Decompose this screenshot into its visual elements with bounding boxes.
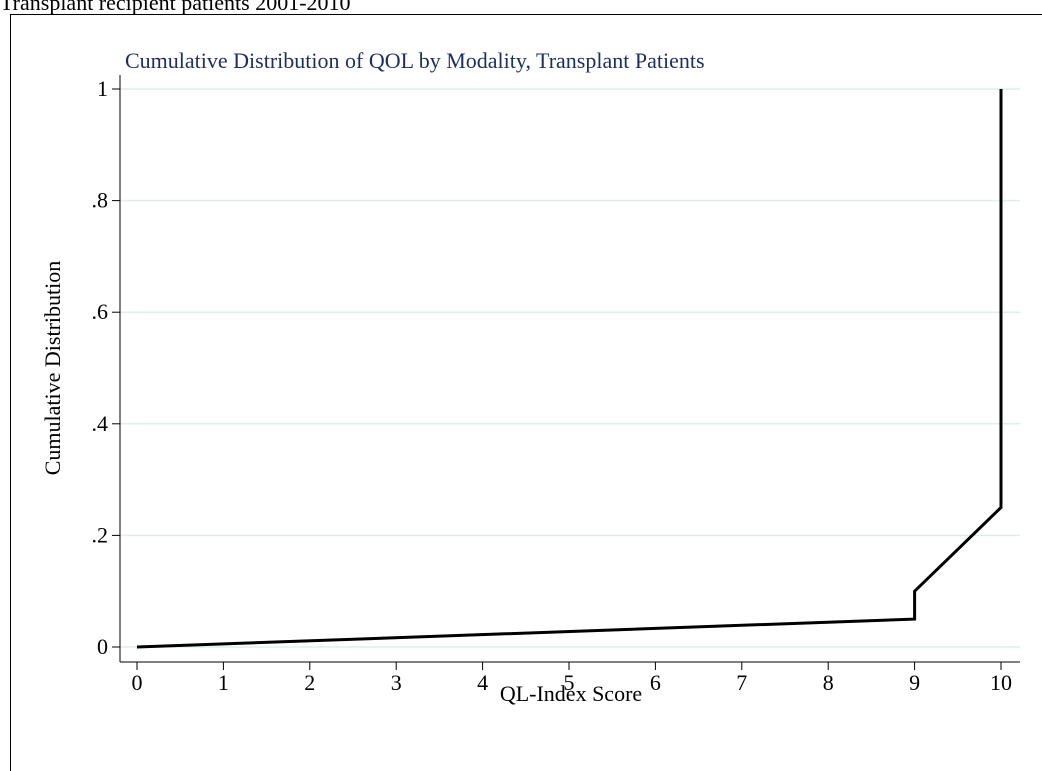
y-tick-label: .4 (92, 411, 109, 436)
x-tick-label: 2 (304, 670, 315, 695)
y-tick-label: .2 (92, 522, 109, 547)
y-tick-label: 0 (97, 634, 108, 659)
x-tick-label: 7 (736, 670, 747, 695)
y-tick-label: .6 (92, 299, 109, 324)
data-line (136, 89, 1003, 649)
chart-title: Cumulative Distribution of QOL by Modali… (125, 48, 705, 73)
figure-frame (10, 14, 1042, 771)
y-tick-label: .8 (92, 188, 109, 213)
x-tick-label: 8 (823, 670, 834, 695)
x-tick-label: 10 (990, 670, 1012, 695)
y-axis-label: Cumulative Distribution (40, 261, 65, 476)
x-tick-label: 5 (564, 670, 575, 695)
x-tick-label: 9 (909, 670, 920, 695)
x-tick-label: 6 (650, 670, 661, 695)
x-tick-label: 3 (391, 670, 402, 695)
x-tick-label: 1 (218, 670, 229, 695)
figure-title: Transplant recipient patients 2001-2010 (0, 0, 351, 15)
x-axis-label: QL-Index Score (500, 681, 642, 706)
y-tick-label: 1 (97, 76, 108, 101)
x-tick-label: 0 (132, 670, 143, 695)
x-tick-label: 4 (477, 670, 488, 695)
